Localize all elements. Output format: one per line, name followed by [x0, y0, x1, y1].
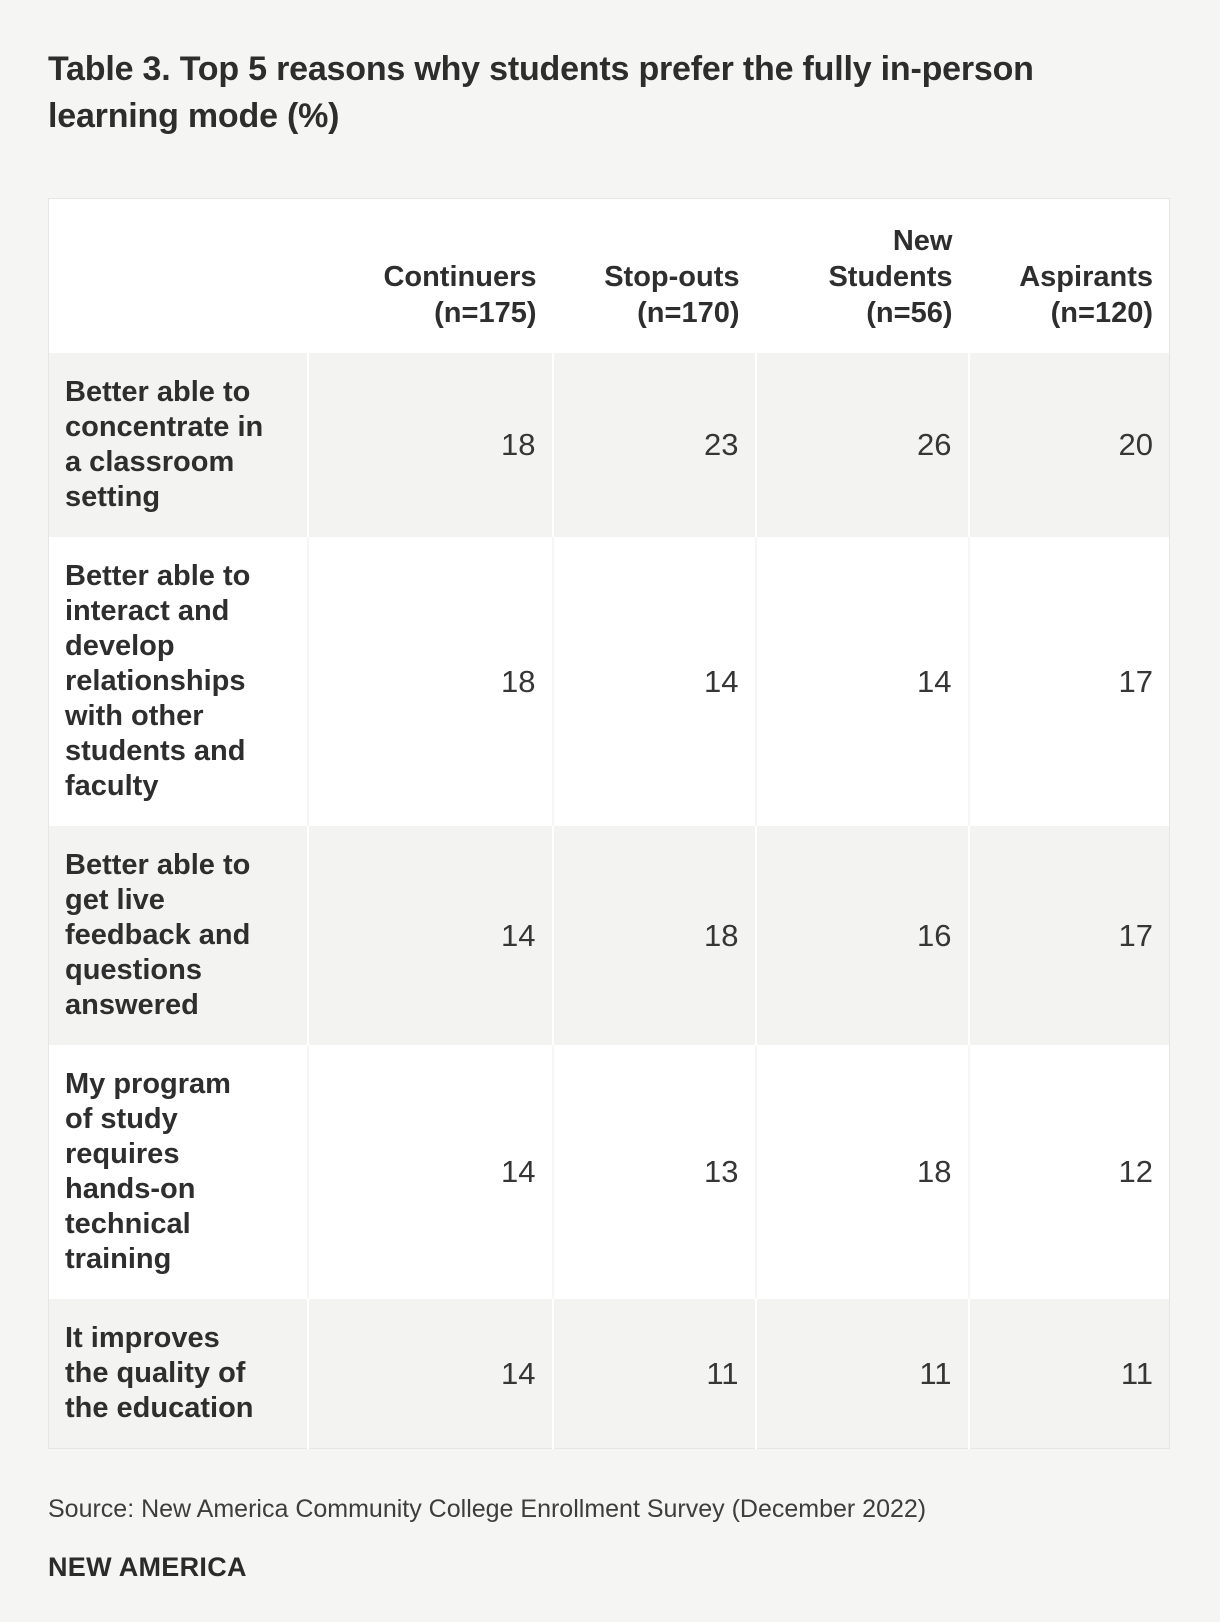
value-cell: 14: [306, 1045, 553, 1299]
data-table: Continuers (n=175) Stop-outs (n=170) New…: [48, 198, 1170, 1449]
value-cell: 20: [967, 353, 1170, 537]
column-header-aspirants: Aspirants (n=120): [968, 198, 1170, 353]
header-row: Continuers (n=175) Stop-outs (n=170) New…: [48, 198, 1170, 353]
value-cell: 16: [754, 826, 969, 1045]
source-note: Source: New America Community College En…: [48, 1495, 927, 1523]
new-america-logo: NEW AMERICA: [48, 1552, 247, 1582]
column-header-continuers: Continuers (n=175): [307, 198, 553, 353]
table-row: My program of study requires hands-on te…: [48, 1045, 1170, 1299]
value-cell: 14: [306, 826, 553, 1045]
value-cell: 26: [754, 353, 969, 537]
value-cell: 18: [754, 1045, 969, 1299]
value-cell: 23: [551, 353, 756, 537]
corner-cell: [48, 198, 308, 353]
value-cell: 14: [551, 537, 756, 826]
table-title: Table 3. Top 5 reasons why students pref…: [48, 50, 1034, 135]
value-cell: 17: [967, 537, 1170, 826]
value-cell: 14: [754, 537, 969, 826]
report-page: Table 3. Top 5 reasons why students pref…: [48, 50, 1170, 1582]
value-cell: 18: [306, 537, 553, 826]
value-cell: 18: [551, 826, 756, 1045]
value-cell: 18: [306, 353, 553, 537]
row-label: Better able to concentrate in a classroo…: [48, 353, 308, 537]
value-cell: 17: [967, 826, 1170, 1045]
value-cell: 12: [967, 1045, 1170, 1299]
table-header: Continuers (n=175) Stop-outs (n=170) New…: [48, 198, 1170, 353]
row-label: My program of study requires hands-on te…: [48, 1045, 308, 1299]
table-body: Better able to concentrate in a classroo…: [48, 353, 1170, 1449]
value-cell: 11: [754, 1299, 969, 1449]
row-label: Better able to get live feedback and que…: [48, 826, 308, 1045]
table-row: Better able to concentrate in a classroo…: [48, 353, 1170, 537]
value-cell: 14: [306, 1299, 553, 1449]
value-cell: 13: [551, 1045, 756, 1299]
table-row: Better able to get live feedback and que…: [48, 826, 1170, 1045]
row-label: Better able to interact and develop rela…: [48, 537, 308, 826]
column-header-stop-outs: Stop-outs (n=170): [552, 198, 756, 353]
table-row: Better able to interact and develop rela…: [48, 537, 1170, 826]
column-header-new-students: New Students (n=56): [755, 198, 969, 353]
value-cell: 11: [551, 1299, 756, 1449]
row-label: It improves the quality of the education: [48, 1299, 308, 1449]
table-row: It improves the quality of the education…: [48, 1299, 1170, 1449]
value-cell: 11: [967, 1299, 1170, 1449]
